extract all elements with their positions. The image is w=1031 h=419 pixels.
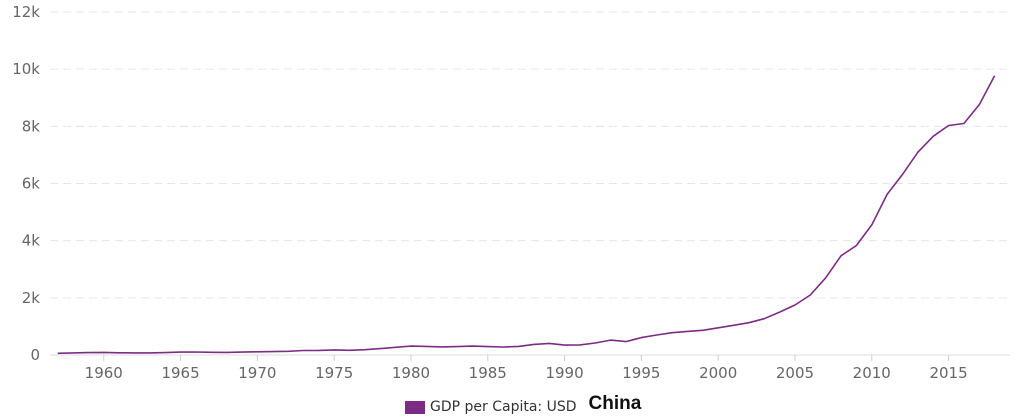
gdp-line-chart: 0 2k 4k 6k 8k 10k 12k 1960 1965 1970 1975 1980 1985… (12, 3, 1010, 382)
y-tick-label: 6k (22, 175, 41, 193)
y-tick-label: 4k (22, 232, 41, 250)
y-tick-label: 10k (12, 60, 40, 78)
legend[interactable]: GDP per Capita: USD China (405, 393, 641, 417)
y-tick-label: 0 (30, 346, 40, 364)
x-tick-label: 2000 (699, 364, 737, 382)
x-tick-label: 2005 (776, 364, 814, 382)
y-tick-label: 2k (22, 289, 41, 307)
x-tick-label: 2015 (929, 364, 967, 382)
x-tick-label: 1970 (238, 364, 276, 382)
x-tick-label: 1960 (85, 364, 123, 382)
grid-lines (50, 11, 1010, 356)
x-tick-label: 1965 (161, 364, 199, 382)
legend-swatch (405, 400, 425, 414)
series-line-gdp-per-capita[interactable] (57, 75, 996, 355)
x-tick-label: 1990 (545, 364, 583, 382)
series-layer (57, 75, 996, 355)
x-tick-label: 1985 (469, 364, 507, 382)
legend-series-label: GDP per Capita: USD (430, 399, 577, 415)
x-tick-label: 1995 (622, 364, 660, 382)
legend-country-label: China (588, 393, 642, 414)
x-axis-ticks: 1960 1965 1970 1975 1980 1985 1990 1995 2000 2005… (85, 355, 968, 382)
y-axis-ticks: 0 2k 4k 6k 8k 10k 12k (12, 3, 40, 364)
x-tick-label: 2010 (853, 364, 891, 382)
x-tick-label: 1980 (392, 364, 430, 382)
x-tick-label: 1975 (315, 364, 353, 382)
y-tick-label: 12k (12, 3, 40, 21)
y-tick-label: 8k (22, 117, 41, 135)
